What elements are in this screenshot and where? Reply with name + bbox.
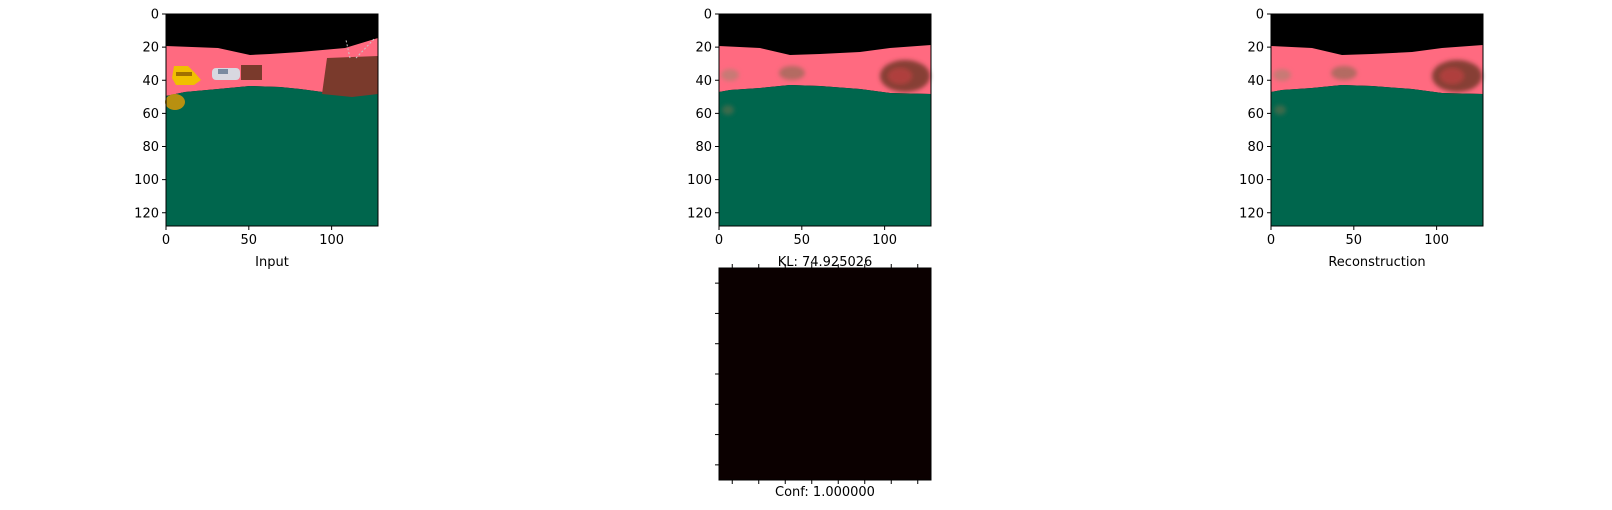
ytick-label: 20	[1247, 41, 1264, 56]
tv-object	[322, 56, 378, 97]
tv-antenna	[345, 39, 351, 59]
ytick-label: 120	[134, 206, 159, 221]
confidence-heatmap	[719, 268, 931, 480]
xtick-label: 50	[1346, 233, 1363, 248]
panel-reconstruction: 0 50 100 0 20 40 60 80 100 120 Reconstruction	[1239, 8, 1484, 270]
reconstruction-xlabel: Reconstruction	[1328, 255, 1425, 270]
ytick-label: 0	[704, 8, 712, 23]
floor-region	[1271, 85, 1483, 226]
xtick-label: 100	[319, 233, 344, 248]
white-car-window	[218, 69, 228, 74]
middle-image	[719, 14, 931, 226]
xtick-label: 0	[715, 233, 723, 248]
brown-box	[241, 65, 262, 80]
input-axes-frame	[165, 13, 379, 227]
ytick-label: 80	[1247, 140, 1264, 155]
ytick-label: 80	[142, 140, 159, 155]
ytick-label: 0	[1256, 8, 1264, 23]
ytick-label: 40	[695, 74, 712, 89]
confidence-ticks	[715, 264, 919, 484]
ytick-label: 60	[142, 107, 159, 122]
input-xlabel: Input	[255, 255, 289, 270]
tv-antenna	[355, 37, 376, 59]
xtick-label: 100	[1424, 233, 1449, 248]
middle-xlabel: KL: 74.925026	[778, 255, 873, 270]
panel-middle: 0 50 100 0 20 40 60 80 100 120	[687, 8, 932, 249]
xtick-label: 0	[1267, 233, 1275, 248]
blurred-blob	[1273, 60, 1482, 115]
ytick-label: 120	[1239, 206, 1264, 221]
reconstruction-ticks: 0 50 100 0 20 40 60 80 100 120	[1239, 8, 1449, 249]
middle-axes-frame	[718, 13, 932, 227]
wall-region	[719, 45, 931, 94]
ytick-label: 40	[142, 74, 159, 89]
ytick-label: 20	[695, 41, 712, 56]
wall-region	[1271, 45, 1483, 94]
ytick-label: 60	[1247, 107, 1264, 122]
panel-input: 0 50 100 0 20 40 60 80 100 120 Input	[134, 8, 379, 270]
blurred-blob	[721, 60, 930, 115]
input-image	[165, 14, 378, 226]
xtick-label: 0	[162, 233, 170, 248]
xtick-label: 50	[794, 233, 811, 248]
ytick-label: 0	[151, 8, 159, 23]
floor-region	[166, 86, 378, 226]
ytick-label: 80	[695, 140, 712, 155]
reconstruction-image	[1271, 14, 1483, 226]
ytick-label: 20	[142, 41, 159, 56]
floor-region	[719, 85, 931, 226]
ytick-label: 100	[1239, 173, 1264, 188]
confidence-xlabel: Conf: 1.000000	[775, 485, 875, 500]
reconstruction-axes-frame	[1270, 13, 1484, 227]
ytick-label: 120	[687, 206, 712, 221]
xtick-label: 100	[872, 233, 897, 248]
ytick-label: 40	[1247, 74, 1264, 89]
xtick-label: 50	[241, 233, 258, 248]
panel-confidence: Conf: 1.000000	[715, 264, 932, 500]
ytick-label: 100	[687, 173, 712, 188]
input-ticks: 0 50 100 0 20 40 60 80 100 120	[134, 8, 344, 249]
middle-ticks: 0 50 100 0 20 40 60 80 100 120	[687, 8, 897, 249]
yellow-blob	[165, 94, 185, 110]
yellow-object-shadow	[176, 72, 192, 76]
ytick-label: 60	[695, 107, 712, 122]
ytick-label: 100	[134, 173, 159, 188]
